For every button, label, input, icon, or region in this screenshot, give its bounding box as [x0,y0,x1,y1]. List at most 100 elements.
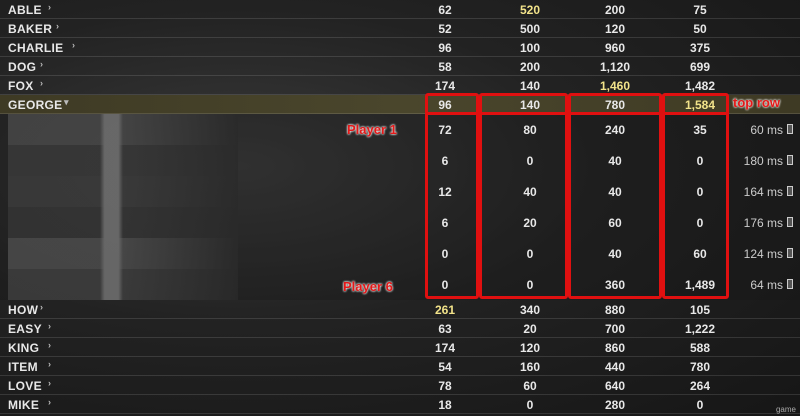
stat-cell: 588 [689,341,711,355]
stat-cell: 780 [689,360,711,374]
team-name: LOVE [8,379,42,393]
stat-cell: 35 [693,123,707,137]
stat-cell: 0 [526,154,534,168]
stat-cell: 960 [604,41,626,55]
connection-icon [787,248,793,258]
chevron-icon[interactable]: › [48,378,51,388]
player-row[interactable]: 0 0 40 60 124 ms [0,238,800,269]
team-name: KING [8,341,40,355]
stat-cell: 120 [604,22,626,36]
stat-cell: 75 [693,3,707,17]
chevron-icon[interactable]: › [40,302,43,312]
team-name: BAKER [8,22,53,36]
stat-cell: 1,222 [684,322,716,336]
stat-cell: 1,482 [684,79,716,93]
stat-cell: 20 [523,322,537,336]
team-row[interactable]: LOVE › 78 60 640 264 [0,376,800,395]
chevron-icon[interactable]: › [40,59,43,69]
stat-cell: 700 [604,322,626,336]
team-row[interactable]: KING › 174 120 860 588 [0,338,800,357]
team-row[interactable]: EASY › 63 20 700 1,222 [0,319,800,338]
stat-cell: 60 [693,247,707,261]
chevron-icon[interactable]: › [48,321,51,331]
player-name-redacted [8,145,238,176]
connection-icon [787,279,793,289]
watermark: game [775,405,796,414]
stat-cell: 174 [434,341,456,355]
team-row[interactable]: CHARLIE › 96 100 960 375 [0,38,800,57]
chevron-icon[interactable]: › [72,40,75,50]
stat-cell: 0 [441,278,449,292]
team-row[interactable]: ITEM › 54 160 440 780 [0,357,800,376]
stat-cell: 0 [696,185,704,199]
stat-cell: 520 [519,3,541,17]
team-row[interactable]: HOW › 261 340 880 105 [0,300,800,319]
stat-cell: 200 [519,60,541,74]
stat-cell: 54 [438,360,452,374]
stat-cell: 699 [689,60,711,74]
stat-cell: 62 [438,3,452,17]
stat-cell: 6 [441,154,449,168]
annotation-box-col2 [479,93,568,299]
player-row[interactable]: 6 0 40 0 180 ms [0,145,800,176]
stat-cell: 1,584 [684,98,716,112]
annotation-player-1: Player 1 [347,122,397,137]
stat-cell: 63 [438,322,452,336]
player-row[interactable]: 0 0 360 1,489 64 ms [0,269,800,300]
stat-cell: 96 [438,41,452,55]
team-row[interactable]: FOX › 174 140 1,460 1,482 [0,76,800,95]
stat-cell: 0 [526,398,534,412]
stat-cell: 60 [608,216,622,230]
stat-cell: 640 [604,379,626,393]
stat-cell: 240 [604,123,626,137]
team-row[interactable]: MIKE › 18 0 280 0 [0,395,800,414]
team-name: ITEM [8,360,38,374]
stat-cell: 440 [604,360,626,374]
stat-cell: 1,460 [599,79,631,93]
chevron-icon[interactable]: › [56,21,59,31]
ping: 180 ms [743,154,783,168]
team-row[interactable]: GEORGE ▾ 96 140 780 1,584 [0,95,800,114]
stat-cell: 1,489 [684,278,716,292]
chevron-icon[interactable]: › [48,340,51,350]
team-row[interactable]: ABLE › 62 520 200 75 [0,0,800,19]
team-row[interactable]: BAKER › 52 500 120 50 [0,19,800,38]
player-row[interactable]: 12 40 40 0 164 ms [0,176,800,207]
player-row[interactable]: 6 20 60 0 176 ms [0,207,800,238]
stat-cell: 18 [438,398,452,412]
stat-cell: 140 [519,79,541,93]
stat-cell: 0 [696,216,704,230]
annotation-box-col1 [425,93,479,299]
connection-icon [787,217,793,227]
team-name: DOG [8,60,37,74]
team-row[interactable]: DOG › 58 200 1,120 699 [0,57,800,76]
chevron-icon[interactable]: ▾ [64,97,69,107]
chevron-icon[interactable]: › [40,78,43,88]
chevron-icon[interactable]: › [48,359,51,369]
stat-cell: 72 [438,123,452,137]
stat-cell: 0 [441,247,449,261]
stat-cell: 40 [523,185,537,199]
team-name: GEORGE [8,98,63,112]
stat-cell: 105 [689,303,711,317]
stat-cell: 0 [526,247,534,261]
stat-cell: 80 [523,123,537,137]
player-name-redacted [8,114,238,145]
stat-cell: 280 [604,398,626,412]
connection-icon [787,124,793,134]
stat-cell: 264 [689,379,711,393]
connection-icon [787,155,793,165]
annotation-top-row: top row [733,95,780,110]
stat-cell: 140 [519,98,541,112]
chevron-icon[interactable]: › [48,2,51,12]
annotation-box-col4 [662,93,729,299]
ping: 60 ms [750,123,783,137]
stat-cell: 0 [526,278,534,292]
stat-cell: 6 [441,216,449,230]
annotation-box-col3 [568,93,662,299]
chevron-icon[interactable]: › [48,397,51,407]
stat-cell: 40 [608,247,622,261]
ping: 64 ms [750,278,783,292]
player-row[interactable]: 72 80 240 35 60 ms [0,114,800,145]
player-name-redacted [8,269,238,300]
